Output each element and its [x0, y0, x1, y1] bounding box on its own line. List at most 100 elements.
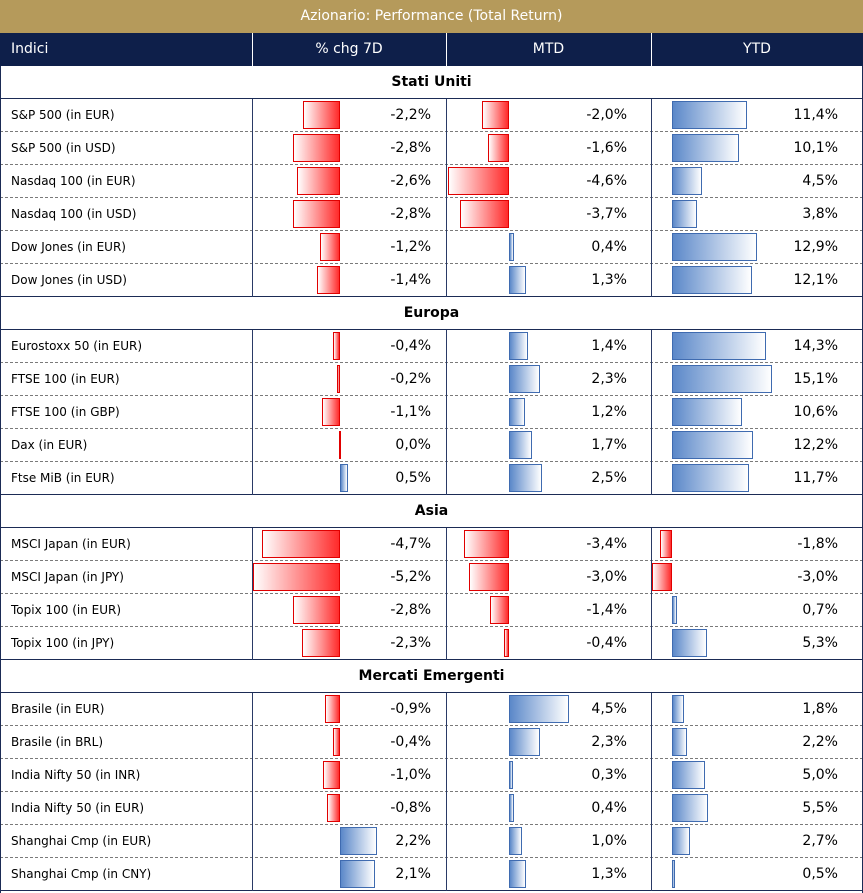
chg7d-value: 0,5%: [395, 470, 431, 486]
mtd-bar: [509, 431, 532, 459]
table-row: Shanghai Cmp (in EUR) 2,2% 1,0% 2,7%: [0, 825, 863, 858]
chg7d-value: 0,0%: [395, 437, 431, 453]
table-row: Dax (in EUR) 0,0% 1,7% 12,2%: [0, 429, 863, 462]
index-name: India Nifty 50 (in INR): [11, 768, 141, 782]
column-separator: [651, 528, 652, 660]
ytd-value: 2,7%: [802, 833, 838, 849]
mtd-value: 0,3%: [591, 767, 627, 783]
mtd-value: 1,2%: [591, 404, 627, 420]
ytd-value: 5,5%: [802, 800, 838, 816]
chg7d-value: -0,2%: [390, 371, 431, 387]
index-name: Shanghai Cmp (in CNY): [11, 867, 152, 881]
mtd-value: -1,4%: [586, 602, 627, 618]
chg7d-bar: [340, 860, 375, 888]
chg7d-value: -0,9%: [390, 701, 431, 717]
ytd-value: -3,0%: [797, 569, 838, 585]
mtd-bar: [447, 167, 509, 195]
ytd-bar: [672, 233, 757, 261]
row-separator: [0, 362, 863, 363]
ytd-value: 14,3%: [793, 338, 838, 354]
index-name: FTSE 100 (in GBP): [11, 405, 120, 419]
chg7d-value: -0,4%: [390, 338, 431, 354]
ytd-value: 0,7%: [802, 602, 838, 618]
ytd-bar: [672, 398, 742, 426]
table-row: Topix 100 (in JPY) -2,3% -0,4% 5,3%: [0, 627, 863, 660]
mtd-bar: [463, 530, 509, 558]
index-name: Ftse MiB (in EUR): [11, 471, 115, 485]
chg7d-bar: [303, 101, 341, 129]
row-separator: [0, 131, 863, 132]
ytd-value: 10,1%: [793, 140, 838, 156]
header-ytd: YTD: [743, 41, 771, 57]
index-name: Topix 100 (in JPY): [11, 636, 115, 650]
ytd-bar: [672, 629, 707, 657]
ytd-bar: [672, 794, 708, 822]
index-name: S&P 500 (in USD): [11, 141, 116, 155]
chg7d-bar: [333, 332, 341, 360]
ytd-bar: [672, 827, 690, 855]
chg7d-bar: [316, 266, 340, 294]
ytd-value: 3,8%: [802, 206, 838, 222]
ytd-value: 5,0%: [802, 767, 838, 783]
row-separator: [0, 659, 863, 660]
ytd-value: 4,5%: [802, 173, 838, 189]
row-separator: [0, 296, 863, 297]
ytd-bar: [672, 695, 684, 723]
mtd-value: -3,7%: [586, 206, 627, 222]
row-separator: [0, 230, 863, 231]
row-separator: [0, 758, 863, 759]
index-name: India Nifty 50 (in EUR): [11, 801, 145, 815]
index-name: MSCI Japan (in JPY): [11, 570, 124, 584]
chg7d-bar: [301, 629, 340, 657]
ytd-bar: [672, 860, 675, 888]
mtd-value: 1,3%: [591, 866, 627, 882]
row-separator: [0, 494, 863, 495]
table-row: Topix 100 (in EUR) -2,8% -1,4% 0,7%: [0, 594, 863, 627]
table-row: MSCI Japan (in JPY) -5,2% -3,0% -3,0%: [0, 561, 863, 594]
ytd-value: 10,6%: [793, 404, 838, 420]
column-separator: [252, 528, 253, 660]
mtd-bar: [509, 860, 526, 888]
column-separator: [446, 528, 447, 660]
table-left-border: [0, 66, 1, 893]
chg7d-value: -5,2%: [390, 569, 431, 585]
chg7d-value: -1,4%: [390, 272, 431, 288]
index-name: Dow Jones (in EUR): [11, 240, 126, 254]
mtd-bar: [509, 365, 540, 393]
row-separator: [0, 197, 863, 198]
row-separator: [0, 791, 863, 792]
chg7d-value: -2,3%: [390, 635, 431, 651]
mtd-bar: [509, 761, 513, 789]
mtd-value: 2,3%: [591, 371, 627, 387]
chg7d-value: -0,8%: [390, 800, 431, 816]
row-separator: [0, 164, 863, 165]
chg7d-bar: [293, 200, 341, 228]
mtd-bar: [509, 464, 542, 492]
chg7d-value: -1,2%: [390, 239, 431, 255]
header-mtd: MTD: [532, 41, 565, 57]
mtd-bar: [469, 563, 510, 591]
mtd-bar: [509, 827, 522, 855]
chg7d-value: -2,6%: [390, 173, 431, 189]
row-separator: [0, 461, 863, 462]
mtd-bar: [487, 134, 509, 162]
index-name: Eurostoxx 50 (in EUR): [11, 339, 143, 353]
ytd-bar: [672, 365, 772, 393]
chg7d-value: 2,1%: [395, 866, 431, 882]
mtd-value: 0,4%: [591, 800, 627, 816]
chg7d-bar: [333, 728, 341, 756]
chg7d-bar: [324, 695, 340, 723]
ytd-value: 12,9%: [793, 239, 838, 255]
mtd-bar: [509, 695, 569, 723]
mtd-bar: [490, 596, 510, 624]
ytd-value: 15,1%: [793, 371, 838, 387]
table-row: Dow Jones (in EUR) -1,2% 0,4% 12,9%: [0, 231, 863, 264]
index-name: Topix 100 (in EUR): [11, 603, 122, 617]
ytd-bar: [672, 167, 702, 195]
table-row: MSCI Japan (in EUR) -4,7% -3,4% -1,8%: [0, 528, 863, 561]
column-separator: [252, 99, 253, 297]
ytd-bar: [660, 530, 673, 558]
ytd-bar: [672, 134, 739, 162]
ytd-bar: [672, 728, 687, 756]
mtd-value: 2,5%: [591, 470, 627, 486]
